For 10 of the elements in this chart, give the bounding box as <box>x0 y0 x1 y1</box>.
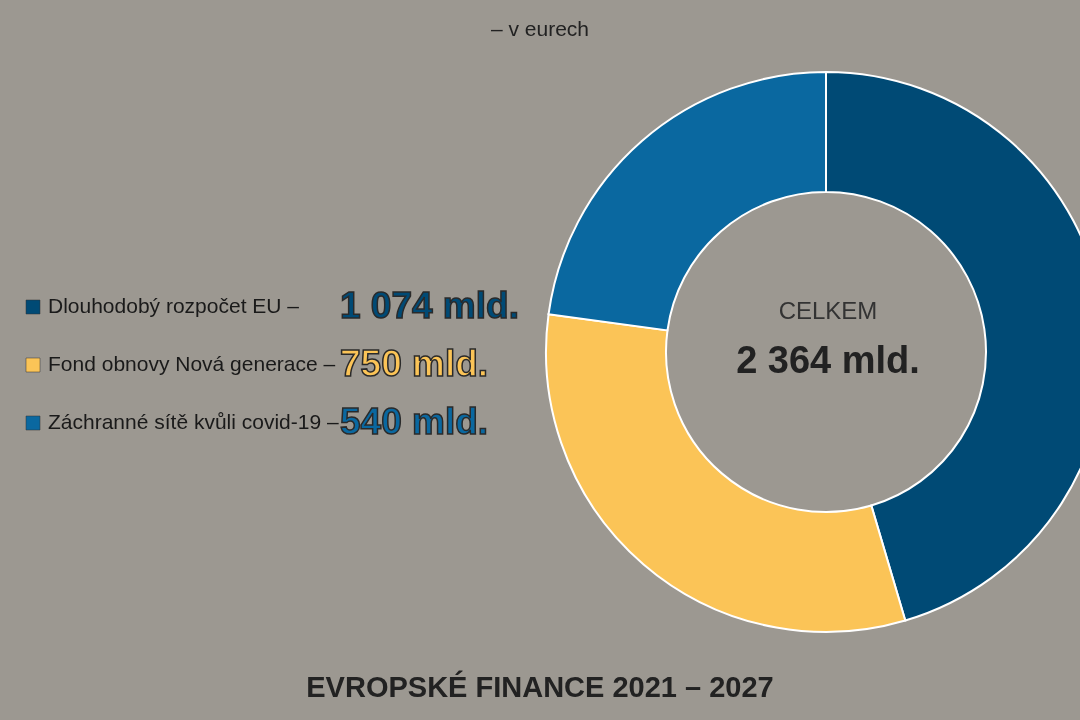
text: 2 364 mld. <box>736 339 920 381</box>
data-label: 1 074 mld. <box>340 285 519 326</box>
chart-subtitle: – v eurech <box>490 17 590 40</box>
text: EVROPSKÉ FINANCE 2021 – 2027 <box>306 670 774 703</box>
text: CELKEM <box>778 297 878 324</box>
legend-label: Záchranné sítě kvůli covid-19 – <box>48 410 339 433</box>
data-label: 540 mld. <box>340 401 489 442</box>
legend-label: Dlouhodobý rozpočet EU – <box>48 294 300 317</box>
legend-label: Fond obnovy Nová generace – <box>48 352 336 375</box>
data-label: 750 mld. <box>340 343 489 384</box>
